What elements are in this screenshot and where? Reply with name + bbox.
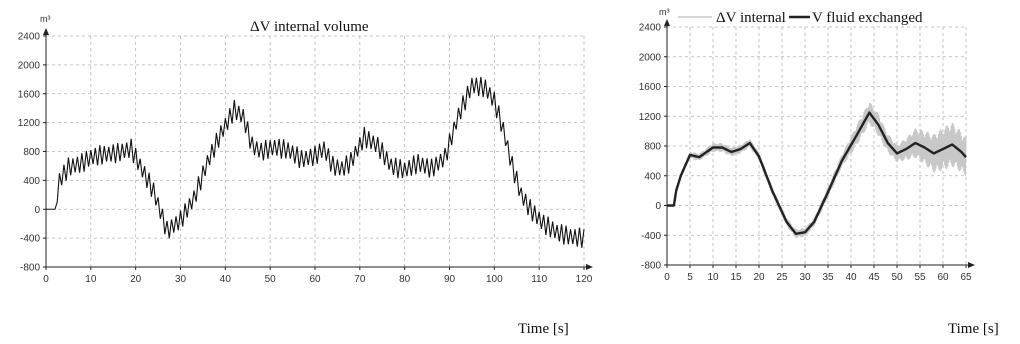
- left-x-tick-label: 0: [43, 274, 49, 285]
- right-y-tick-label: 1600: [639, 82, 662, 93]
- right-x-tick-label: 40: [845, 272, 857, 283]
- right-plot: 0 5 10 15 20 25 30 35 40 45 50 55 60 65 -800 -400 0 400 80…: [639, 19, 975, 283]
- left-x-tick-label: 120: [576, 274, 593, 285]
- right-y-tick-label: 0: [655, 201, 661, 212]
- left-x-axis-label: Time [s]: [518, 321, 569, 337]
- left-x-tick-label: 20: [130, 274, 142, 285]
- left-x-tick-label: 110: [531, 274, 547, 285]
- right-series-dv-internal: [667, 103, 967, 239]
- right-x-tick-label: 10: [707, 272, 719, 283]
- right-x-tick-label: 0: [664, 272, 670, 283]
- left-y-tick-label: -800: [20, 263, 40, 274]
- left-plot: 0 10 20 30 40 50 60 70 80 90 100 110 120 -800 -400 0 400…: [18, 28, 593, 285]
- left-series-line: [46, 76, 585, 248]
- right-series-v-fluid: [666, 111, 967, 235]
- left-y-tick-label: 0: [34, 205, 40, 216]
- left-y-tick-label: 1200: [18, 118, 41, 129]
- left-y-tick-label: 1600: [18, 89, 41, 100]
- right-x-tick-label: 15: [730, 272, 742, 283]
- left-x-tick-label: 60: [309, 274, 321, 285]
- left-x-tick-label: 100: [486, 274, 503, 285]
- left-y-tick-label: 2000: [18, 60, 41, 71]
- right-y-axis-unit: m³: [659, 7, 670, 17]
- right-x-axis-label: Time [s]: [948, 321, 999, 337]
- right-x-tick-label: 20: [753, 272, 765, 283]
- left-x-axis-arrow: [586, 264, 593, 270]
- left-x-tick-label: 70: [354, 274, 366, 285]
- right-x-tick-label: 25: [776, 272, 788, 283]
- right-y-tick-label: 2000: [639, 52, 662, 63]
- left-y-tick-label: -400: [20, 234, 40, 245]
- right-y-tick-label: 800: [644, 142, 661, 153]
- left-x-tick-label: 10: [85, 274, 97, 285]
- right-x-tick-label: 45: [868, 272, 880, 283]
- right-legend: ΔV internal V fluid exchanged: [678, 10, 923, 26]
- right-x-tick-label: 50: [891, 272, 903, 283]
- left-y-tick-label: 800: [23, 147, 40, 158]
- right-y-tick-label: 1200: [639, 112, 662, 123]
- right-x-tick-label: 5: [687, 272, 693, 283]
- right-y-axis-arrow: [664, 19, 670, 26]
- left-x-tick-label: 40: [220, 274, 232, 285]
- left-y-tick-label: 2400: [18, 32, 41, 43]
- right-x-tick-label: 55: [914, 272, 926, 283]
- right-y-tick-label: 400: [644, 171, 661, 182]
- right-y-tick-label: -400: [641, 231, 661, 242]
- legend-label-v-fluid: V fluid exchanged: [812, 10, 923, 26]
- right-x-tick-label: 60: [937, 272, 949, 283]
- legend-label-dv-internal: ΔV internal: [716, 10, 786, 26]
- right-x-tick-label: 65: [960, 272, 972, 283]
- left-y-tick-label: 400: [23, 176, 40, 187]
- right-y-tick-label: 2400: [639, 23, 662, 34]
- left-y-axis-arrow: [43, 28, 49, 35]
- left-x-tick-label: 80: [399, 274, 411, 285]
- left-x-tick-label: 90: [444, 274, 456, 285]
- left-y-axis-unit: m³: [40, 14, 51, 24]
- right-y-tick-label: -800: [641, 261, 661, 272]
- right-x-axis-arrow: [968, 262, 975, 268]
- left-x-tick-label: 50: [265, 274, 277, 285]
- right-x-tick-label: 35: [822, 272, 834, 283]
- left-x-tick-label: 30: [175, 274, 187, 285]
- left-chart-title: ΔV internal volume: [250, 19, 369, 35]
- right-x-tick-label: 30: [799, 272, 811, 283]
